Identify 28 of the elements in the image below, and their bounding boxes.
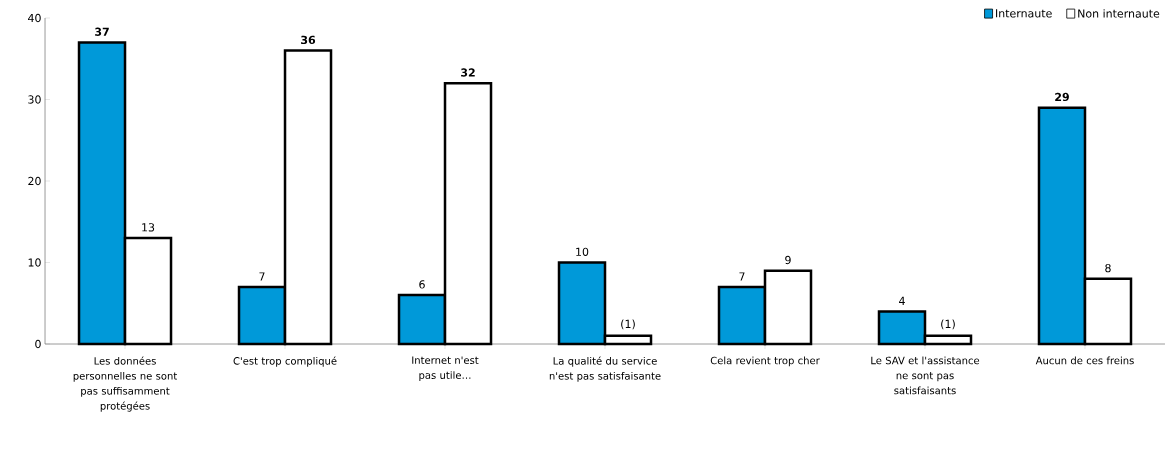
data-label: 9 <box>785 255 791 265</box>
x-tick-label: Internet n'est pas utile… <box>412 356 479 381</box>
y-tick-label: 30 <box>28 95 41 104</box>
data-label: 7 <box>259 272 265 281</box>
x-tick-label: Cela revient trop cher <box>710 356 820 367</box>
data-label: 37 <box>95 27 109 36</box>
data-label: 36 <box>301 35 316 45</box>
x-tick-label: Aucun de ces freins <box>1035 356 1134 365</box>
data-label: 29 <box>1055 92 1069 102</box>
data-label: 6 <box>419 280 425 289</box>
x-tick-label: Les données personnelles ne sont pas suffisamment protégées <box>73 356 177 412</box>
data-label: 8 <box>1105 263 1111 273</box>
y-tick-label: 10 <box>28 258 41 267</box>
y-tick-label: 0 <box>35 339 41 349</box>
x-tick-label: Le SAV et l'assistance ne sont pas satisfaisants <box>871 356 980 395</box>
data-label: 32 <box>461 68 475 77</box>
data-label: (1) <box>621 319 635 330</box>
legend-label: Non internaute <box>1078 9 1160 18</box>
data-label: 10 <box>576 247 589 256</box>
data-label: 7 <box>739 272 745 281</box>
y-tick-label: 40 <box>28 13 41 23</box>
legend-label: Internaute <box>996 9 1052 18</box>
data-label: (1) <box>941 319 955 330</box>
x-tick-label: La qualité du service n'est pas satisfaisante <box>549 356 661 382</box>
x-tick-label: C'est trop compliqué <box>233 356 337 367</box>
data-label: 4 <box>899 296 905 305</box>
y-tick-label: 20 <box>28 176 41 186</box>
data-label: 13 <box>142 223 155 232</box>
